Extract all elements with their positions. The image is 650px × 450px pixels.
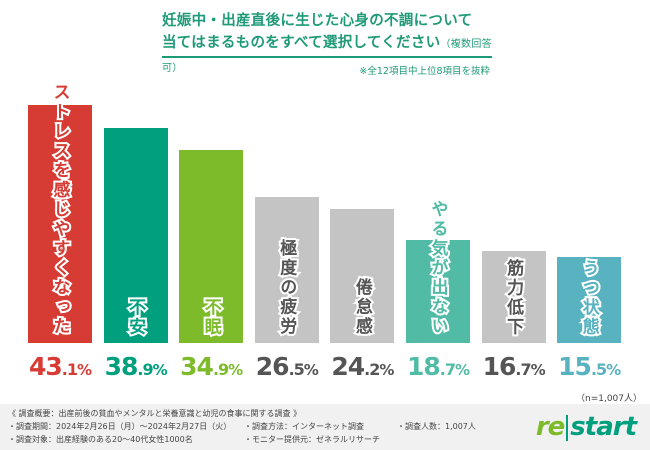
bar-category-label: 不安: [123, 296, 147, 339]
sample-size: （n=1,007人）: [575, 394, 642, 404]
bar-value-label: 38.9%: [104, 352, 168, 381]
survey-provider: ・モニター提供元：ゼネラルリサーチ: [244, 435, 380, 444]
bar-category-label: 不眠: [199, 296, 223, 339]
title-line-1: 妊娠中・出産直後に生じた心身の不調について: [162, 13, 473, 29]
bar: [406, 239, 470, 343]
restart-logo: re start: [535, 412, 637, 442]
survey-footer: 《 調査概要：出産前後の貧血やメンタルと栄養意識と幼児の食事に関する調査 》 ・…: [0, 404, 650, 450]
bar-value-label: 18.7%: [406, 352, 470, 381]
bar: [557, 257, 622, 343]
bar: [254, 196, 319, 343]
bar-category-label: うつ状態: [577, 257, 601, 339]
bar: [103, 128, 168, 343]
logo-re: re: [535, 412, 565, 442]
survey-period: ・調査期間：2024年2月26日（月）～2024年2月27日（火）: [8, 422, 232, 431]
bar-value-label: 43.1%: [28, 352, 92, 381]
title-line-2: 当てはまるものをすべて選択してください: [162, 35, 441, 51]
logo-start: start: [570, 412, 637, 442]
bar-category-label: 極度の疲労: [274, 237, 298, 338]
bar-value-label: 16.7%: [482, 352, 546, 381]
logo-divider: [566, 414, 569, 441]
bar-chart: ストレスを感じやすくなった 43.1% 不安 38.9% 不眠 34.9% 極度の疲労 26.…: [28, 81, 622, 381]
bar-value-label: 15.5%: [558, 352, 621, 381]
bar-value-label: 26.5%: [255, 352, 319, 381]
bar-category-label: 倦怠感: [350, 276, 374, 338]
chart-note: ※全12項目中上位8項目を抜粋: [359, 66, 490, 77]
bar: [481, 250, 546, 343]
bar-category-label: やる気が出ない: [426, 198, 450, 338]
bar: [179, 150, 244, 343]
survey-count: ・調査人数：1,007人: [397, 422, 476, 431]
bar-value-label: 24.2%: [331, 352, 394, 381]
survey-target: ・調査対象：出産経験のある20～40代女性1000名: [8, 435, 193, 444]
bar-category-label: 筋力低下: [501, 257, 525, 339]
bar-value-label: 34.9%: [180, 352, 243, 381]
chart-title: 妊娠中・出産直後に生じた心身の不調について 当てはまるものをすべて選択してくださ…: [162, 10, 492, 80]
title-sub: （複数回答可）: [162, 39, 492, 74]
bar-category-label: ストレスを感じやすくなった: [48, 81, 72, 338]
survey-overview: 《 調査概要：出産前後の貧血やメンタルと栄養意識と幼児の食事に関する調査 》: [8, 409, 302, 418]
bar: [28, 105, 92, 343]
survey-method: ・調査方法：インターネット調査: [244, 422, 364, 431]
bar: [330, 209, 395, 343]
title-underline: [162, 56, 492, 58]
